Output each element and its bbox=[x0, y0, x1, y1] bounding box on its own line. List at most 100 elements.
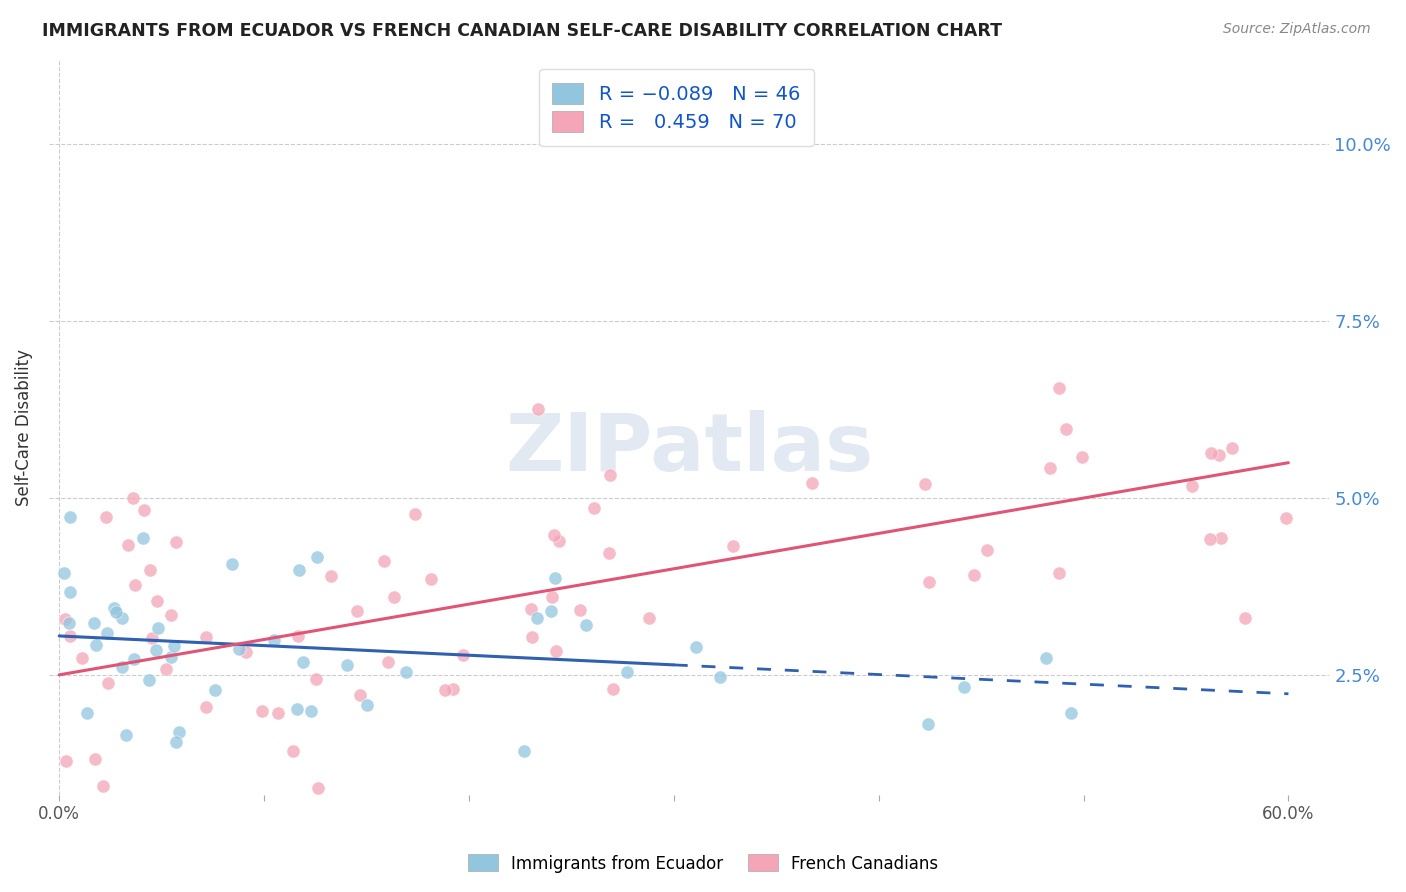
Point bbox=[55, 754, 77, 768]
Point bbox=[138, 673, 160, 687]
Point bbox=[1060, 706, 1083, 720]
Point bbox=[160, 650, 183, 665]
Point bbox=[83, 616, 105, 631]
Point bbox=[1233, 611, 1256, 625]
Point bbox=[1054, 422, 1077, 436]
Point bbox=[111, 659, 134, 673]
Point bbox=[1071, 450, 1094, 464]
Point bbox=[540, 590, 562, 604]
Point bbox=[395, 665, 418, 679]
Point bbox=[194, 699, 217, 714]
Point bbox=[104, 605, 127, 619]
Point bbox=[235, 645, 257, 659]
Point bbox=[124, 578, 146, 592]
Point bbox=[250, 704, 273, 718]
Point bbox=[685, 640, 707, 654]
Legend: R = −0.089   N = 46, R =   0.459   N = 70: R = −0.089 N = 46, R = 0.459 N = 70 bbox=[538, 70, 814, 145]
Point bbox=[132, 531, 155, 545]
Point bbox=[148, 621, 170, 635]
Point bbox=[547, 533, 569, 548]
Point bbox=[308, 780, 330, 795]
Point bbox=[97, 676, 120, 690]
Point bbox=[569, 603, 592, 617]
Point bbox=[58, 629, 80, 643]
Point bbox=[914, 477, 936, 491]
Point bbox=[291, 655, 314, 669]
Point bbox=[544, 572, 567, 586]
Point bbox=[159, 607, 181, 622]
Point bbox=[709, 670, 731, 684]
Point bbox=[420, 572, 443, 586]
Point bbox=[305, 673, 328, 687]
Text: IMMIGRANTS FROM ECUADOR VS FRENCH CANADIAN SELF-CARE DISABILITY CORRELATION CHAR: IMMIGRANTS FROM ECUADOR VS FRENCH CANADI… bbox=[42, 22, 1002, 40]
Point bbox=[1039, 460, 1062, 475]
Point bbox=[1199, 445, 1222, 459]
Point bbox=[163, 639, 186, 653]
Point bbox=[146, 593, 169, 607]
Text: ZIPatlas: ZIPatlas bbox=[505, 410, 873, 489]
Point bbox=[285, 702, 308, 716]
Point bbox=[305, 550, 328, 565]
Point bbox=[582, 501, 605, 516]
Point bbox=[132, 502, 155, 516]
Point bbox=[169, 725, 191, 739]
Point bbox=[155, 663, 177, 677]
Point bbox=[349, 689, 371, 703]
Point bbox=[195, 630, 218, 644]
Point bbox=[83, 752, 105, 766]
Point bbox=[513, 744, 536, 758]
Point bbox=[377, 655, 399, 669]
Point bbox=[59, 510, 82, 524]
Point bbox=[91, 779, 114, 793]
Point bbox=[953, 680, 976, 694]
Point bbox=[115, 728, 138, 742]
Point bbox=[321, 568, 343, 582]
Point bbox=[918, 575, 941, 590]
Point bbox=[598, 546, 620, 560]
Point bbox=[145, 642, 167, 657]
Point bbox=[76, 706, 98, 721]
Point bbox=[111, 611, 134, 625]
Point bbox=[1209, 531, 1232, 545]
Point bbox=[575, 618, 598, 632]
Point bbox=[373, 554, 395, 568]
Point bbox=[1274, 511, 1296, 525]
Point bbox=[70, 651, 93, 665]
Point bbox=[599, 468, 621, 483]
Point bbox=[141, 631, 163, 645]
Point bbox=[165, 735, 187, 749]
Point bbox=[917, 717, 939, 731]
Point bbox=[96, 625, 118, 640]
Point bbox=[336, 657, 359, 672]
Point bbox=[616, 665, 638, 679]
Point bbox=[451, 648, 474, 663]
Point bbox=[121, 491, 143, 505]
Point bbox=[346, 604, 368, 618]
Point bbox=[122, 652, 145, 666]
Point bbox=[404, 508, 426, 522]
Point bbox=[266, 706, 288, 720]
Point bbox=[204, 683, 226, 698]
Point bbox=[527, 402, 550, 417]
Point bbox=[520, 630, 543, 644]
Point bbox=[1047, 381, 1070, 395]
Point bbox=[544, 644, 567, 658]
Point bbox=[723, 539, 745, 553]
Point bbox=[801, 476, 824, 491]
Point bbox=[543, 527, 565, 541]
Point bbox=[228, 642, 250, 657]
Point bbox=[382, 590, 405, 604]
Point bbox=[96, 509, 118, 524]
Point bbox=[139, 563, 162, 577]
Point bbox=[221, 558, 243, 572]
Legend: Immigrants from Ecuador, French Canadians: Immigrants from Ecuador, French Canadian… bbox=[461, 847, 945, 880]
Point bbox=[53, 566, 76, 580]
Point bbox=[165, 534, 187, 549]
Point bbox=[441, 682, 464, 697]
Point bbox=[976, 543, 998, 558]
Point bbox=[638, 611, 661, 625]
Point bbox=[287, 629, 309, 643]
Point bbox=[1047, 566, 1070, 580]
Point bbox=[526, 611, 548, 625]
Point bbox=[288, 564, 311, 578]
